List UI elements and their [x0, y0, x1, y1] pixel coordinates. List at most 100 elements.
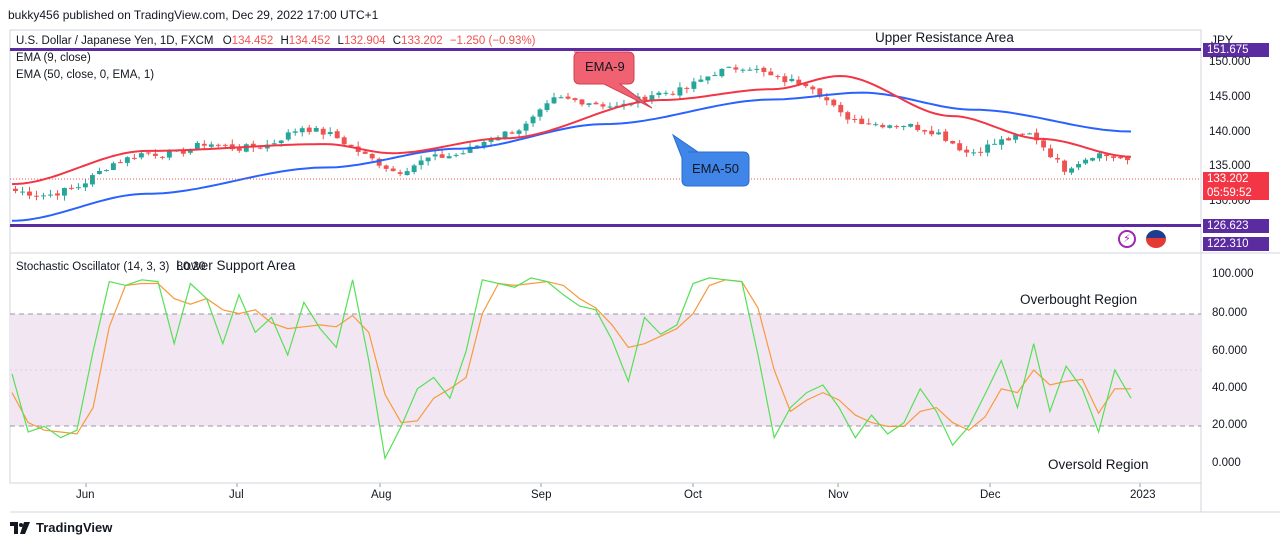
price-change: −1.250 (−0.93%) — [449, 35, 536, 47]
candle-body — [180, 149, 186, 154]
candle-body — [257, 147, 263, 149]
candle-body — [992, 143, 998, 145]
candle-body — [34, 195, 39, 197]
candle-body — [383, 165, 389, 169]
price-tick-3: 140.000 — [1209, 126, 1251, 138]
candle-body — [1097, 153, 1102, 159]
candle-body — [271, 143, 277, 145]
candle-body — [404, 171, 410, 176]
candle-body — [1013, 134, 1019, 140]
candle-body — [1069, 168, 1075, 173]
osc-tick-4: 40.000 — [1212, 382, 1248, 394]
candle-body — [1020, 133, 1026, 135]
candle-body — [754, 68, 760, 70]
candle-body — [1027, 133, 1033, 135]
candle-body — [642, 96, 648, 101]
ema50-line — [11, 91, 1132, 222]
candle-body — [831, 99, 837, 106]
osc-tick-2: 80.000 — [1212, 307, 1248, 319]
candle-body — [796, 79, 802, 85]
candle-body — [516, 130, 522, 134]
candle-body — [782, 76, 788, 83]
open-label: O — [222, 35, 232, 47]
close-value: 133.202 — [401, 35, 443, 47]
candle-body — [593, 102, 599, 105]
candle-body — [20, 191, 25, 193]
candle-body — [1055, 158, 1061, 160]
candle-body — [250, 143, 256, 148]
candle-body — [48, 194, 53, 196]
symbol-legend: U.S. Dollar / Japanese Yen, 1D, FXCM O13… — [16, 35, 536, 47]
candle-body — [89, 175, 95, 185]
candle-body — [453, 154, 459, 156]
lightning-icon[interactable]: ⚡ — [1118, 230, 1136, 248]
osc-tick-5: 20.000 — [1212, 419, 1248, 431]
price-tick-2: 145.000 — [1209, 91, 1251, 103]
candle-body — [369, 153, 375, 159]
osc-tick-6: 0.000 — [1212, 457, 1241, 469]
candle-body — [558, 97, 564, 99]
candle-body — [62, 187, 67, 196]
candle-body — [215, 144, 221, 146]
ohlc-low: L132.904 — [338, 35, 386, 47]
candle-body — [117, 162, 123, 164]
candle-body — [222, 144, 228, 146]
candle-body — [873, 124, 879, 126]
candle-body — [425, 157, 431, 162]
price-tick-4: 135.000 — [1209, 160, 1251, 172]
ema9-callout-label: EMA-9 — [585, 59, 625, 74]
osc-tick-1: 100.000 — [1212, 268, 1254, 280]
candle-body — [852, 119, 858, 121]
ema9-line — [11, 74, 1132, 186]
candle-body — [446, 156, 452, 159]
candle-body — [691, 81, 697, 89]
candle-body — [124, 157, 130, 163]
candle-body — [614, 105, 620, 107]
time-label-oct: Oct — [684, 489, 702, 501]
candle-body — [649, 95, 655, 101]
candle-body — [460, 153, 466, 155]
candle-body — [866, 123, 872, 125]
candle-body — [334, 131, 340, 139]
candle-body — [530, 116, 536, 124]
candle-body — [894, 126, 900, 128]
lower-level-badge: 122.310 — [1203, 237, 1269, 251]
candle-body — [1083, 159, 1088, 164]
candle-body — [82, 183, 88, 188]
upper-level-badge: 151.675 — [1203, 43, 1269, 57]
candle-body — [929, 130, 935, 135]
ema9-legend[interactable]: EMA (9, close) — [16, 52, 91, 64]
time-label-sep: Sep — [531, 489, 552, 501]
candle-body — [348, 144, 354, 147]
stoch-legend[interactable]: Stochastic Oscillator (14, 3, 3) 80.20 — [16, 261, 205, 273]
candle-body — [663, 92, 669, 94]
candlestick-series — [13, 64, 1130, 201]
ema50-legend[interactable]: EMA (50, close, 0, EMA, 1) — [16, 69, 155, 81]
candle-body — [243, 144, 249, 152]
candle-body — [509, 132, 515, 134]
ema50-callout-label: EMA-50 — [692, 161, 739, 176]
candle-body — [523, 123, 529, 131]
candle-body — [747, 69, 753, 71]
candle-body — [915, 124, 921, 131]
brand-name: TradingView — [36, 520, 113, 535]
candle-body — [565, 96, 571, 99]
candle-body — [68, 187, 74, 189]
tradingview-brand[interactable]: TradingView — [10, 520, 112, 535]
candle-body — [810, 86, 816, 90]
overbought-label: Overbought Region — [1020, 292, 1138, 307]
close-label: C — [392, 35, 402, 47]
time-label-jul: Jul — [229, 489, 244, 501]
high-value: 134.452 — [288, 35, 331, 47]
candle-body — [27, 191, 32, 196]
candle-body — [278, 140, 284, 144]
candle-body — [964, 149, 970, 153]
time-label-nov: Nov — [828, 489, 849, 501]
candle-body — [845, 112, 851, 120]
oversold-label: Oversold Region — [1048, 457, 1149, 472]
price-tick-1: 150.000 — [1209, 56, 1251, 68]
candle-body — [684, 87, 690, 89]
us-flag-icon[interactable] — [1146, 230, 1166, 248]
candle-body — [439, 154, 445, 158]
